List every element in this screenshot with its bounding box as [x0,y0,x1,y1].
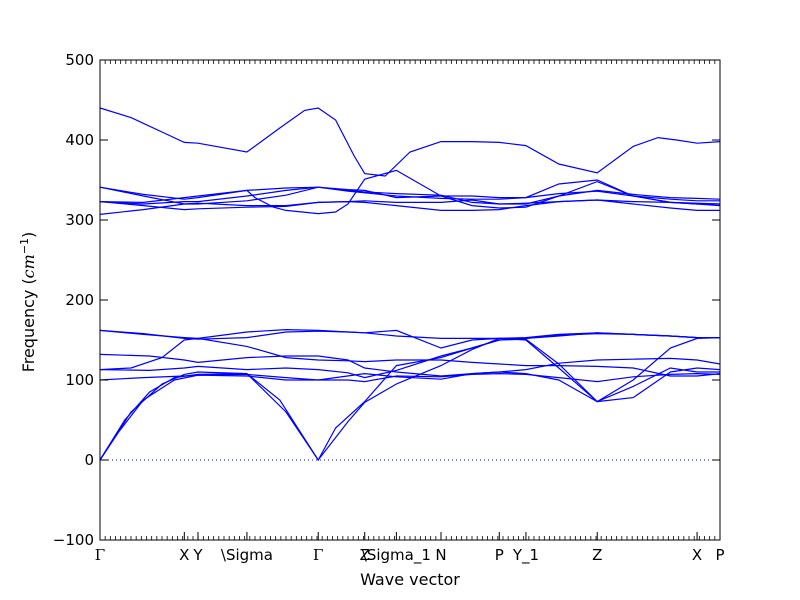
y-tick-label: 400 [65,131,94,149]
band-series-14 [99,179,720,205]
band-series-16 [99,107,721,177]
band-series-5 [99,337,721,377]
series-layer [99,107,721,462]
y-tick-label: 500 [65,51,94,69]
x-tick-label: \Sigma_1 [362,546,431,565]
y-axis-label-suffix: ) [19,232,38,238]
y-tick-label: 0 [84,451,94,469]
band-series-7 [99,332,720,379]
x-tick-label: \Sigma [221,546,273,564]
band-series-4 [99,372,721,383]
band-series-1 [99,367,721,461]
y-axis-label: Frequency (cm−1) [18,232,38,373]
x-tick-label: N [435,546,446,564]
y-axis-label-unit: cm [19,254,38,278]
band-series-11 [99,199,721,211]
band-series-3 [99,338,720,462]
x-tick-label: Γ [95,546,105,564]
x-axis-ticks: Γ X Y \Sigma Γ Z\Sigma_1 N P Y_1 Z X P [95,532,725,565]
x-tick-label: Γ [313,546,323,564]
x-tick-label: Y_1 [512,546,539,565]
x-tick-label: Z [360,546,370,564]
x-tick-label: Y [192,546,203,564]
band-series-15 [99,169,721,215]
y-tick-label: −100 [53,531,94,549]
x-tick-label: X [179,546,189,564]
x-tick-label: X [692,546,702,564]
x-axis-label: Wave vector [360,570,460,589]
y-tick-label: 200 [65,291,94,309]
x-tick-label: P [715,546,724,564]
y-axis-ticks: −100 0 100 200 300 400 500 [53,51,720,549]
band-series-9 [99,328,720,349]
y-tick-label: 300 [65,211,94,229]
y-axis-label-prefix: Frequency ( [19,278,38,372]
band-series-6 [99,353,721,377]
plot-frame [99,59,721,541]
y-tick-label: 100 [65,371,94,389]
minor-ticks [99,60,721,540]
x-tick-label: P [495,546,504,564]
x-tick-label: Z [592,546,602,564]
y-axis-label-exponent: −1 [18,238,31,254]
